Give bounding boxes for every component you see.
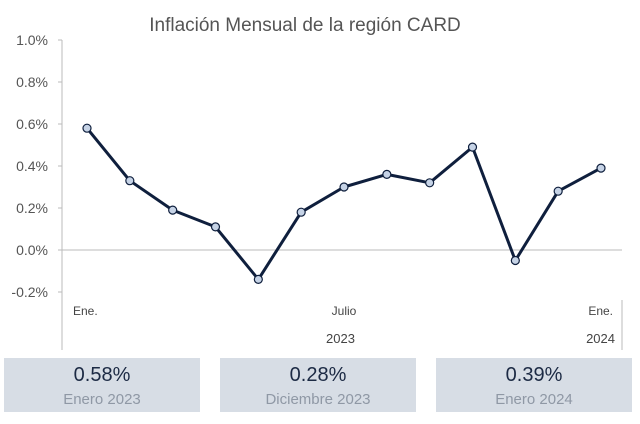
y-tick-label: 1.0%: [16, 32, 48, 48]
data-point: [382, 169, 392, 179]
data-point: [125, 176, 135, 186]
data-point: [253, 274, 263, 284]
chart-title: Inflación Mensual de la región CARD: [149, 15, 461, 36]
data-point: [168, 205, 178, 215]
data-point: [82, 123, 92, 133]
x-axis: Ene. Julio Ene. 2023 2024: [62, 249, 623, 350]
card-label: Diciembre 2023: [265, 391, 371, 408]
y-tick-label: 0.4%: [16, 158, 48, 174]
y-tick-label: 0.6%: [16, 116, 48, 132]
card-value: 0.58%: [73, 364, 131, 386]
y-tick-label: 0.2%: [16, 200, 48, 216]
x-year-label: 2023: [326, 331, 355, 346]
data-point: [596, 163, 606, 173]
data-point: [210, 222, 221, 232]
data-point: [339, 182, 349, 192]
data-point: [467, 142, 478, 152]
series-line: [85, 127, 602, 281]
summary-card-jan-2023: 0.58% Enero 2023: [4, 358, 200, 412]
data-point: [510, 255, 520, 266]
card-label: Enero 2023: [63, 391, 141, 408]
x-year-label: 2024: [586, 331, 615, 346]
card-value: 0.28%: [289, 364, 347, 386]
summary-card-jan-2024: 0.39% Enero 2024: [436, 358, 632, 412]
summary-card-dec-2023: 0.28% Diciembre 2023: [220, 358, 416, 412]
data-point: [296, 207, 306, 217]
card-value: 0.39%: [505, 364, 563, 386]
x-tick-label: Ene.: [588, 304, 613, 318]
y-tick-label: 0.8%: [16, 74, 48, 90]
summary-cards: 0.58% Enero 2023 0.28% Diciembre 2023 0.…: [4, 358, 636, 412]
series-points: [82, 123, 606, 284]
x-tick-label: Ene.: [73, 304, 98, 318]
y-tick-label: 0.0%: [16, 242, 48, 258]
data-point: [553, 186, 563, 196]
x-tick-label: Julio: [332, 304, 357, 318]
inflation-line-chart: Inflación Mensual de la región CARD -0.2…: [11, 15, 623, 350]
y-axis: -0.2% 0.0% 0.2% 0.4% 0.6% 0.8% 1.0%: [11, 32, 63, 350]
data-point: [425, 178, 435, 188]
card-label: Enero 2024: [495, 391, 573, 408]
y-tick-label: -0.2%: [11, 284, 48, 300]
series-polyline: [85, 127, 602, 281]
